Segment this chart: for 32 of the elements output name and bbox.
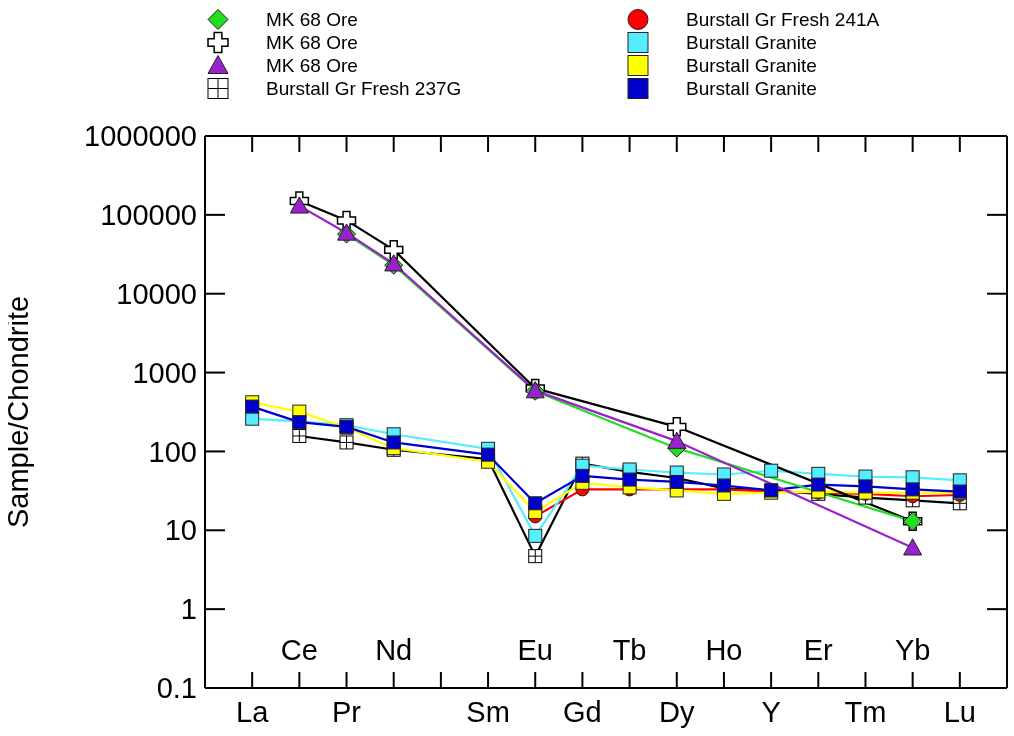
x-tick-label: Tm [844, 696, 887, 728]
x-tick-label: Y [761, 696, 781, 728]
y-tick-label: 1 [180, 593, 197, 626]
legend-label: Burstall Granite [686, 77, 817, 100]
legend-label: MK 68 Ore [266, 54, 358, 77]
x-tick-label: Pr [332, 696, 362, 728]
legend-label: Burstall Gr Fresh 237G [266, 77, 462, 100]
y-axis-title: Sample/Chondrite [2, 295, 35, 529]
legend-label: Burstall Gr Fresh 241A [686, 8, 880, 31]
legend-label: Burstall Granite [686, 31, 817, 54]
y-tick-label: 10000 [116, 277, 197, 310]
x-tick-label: Nd [375, 634, 413, 666]
x-tick-label: La [236, 696, 270, 728]
x-tick-label: Dy [659, 696, 695, 728]
y-tick-label: 1000 [132, 356, 197, 389]
y-tick-label: 1000000 [84, 120, 197, 153]
x-tick-label: Yb [894, 634, 931, 666]
legend-label: MK 68 Ore [266, 8, 358, 31]
legend-label: Burstall Granite [686, 54, 817, 77]
legend-label: MK 68 Ore [266, 31, 358, 54]
y-tick-label: 0.1 [156, 672, 197, 705]
x-tick-label: Eu [517, 634, 553, 666]
x-tick-label: Lu [943, 696, 976, 728]
y-tick-label: 100 [148, 435, 197, 468]
x-tick-label: Sm [466, 696, 510, 728]
x-tick-label: Er [803, 634, 834, 666]
x-tick-label: Ho [705, 634, 743, 666]
x-tick-label: Tb [612, 634, 647, 666]
y-tick-label: 10 [164, 514, 197, 547]
x-tick-label: Gd [563, 696, 602, 728]
y-tick-label: 100000 [100, 199, 197, 232]
x-tick-label: Ce [280, 634, 318, 666]
